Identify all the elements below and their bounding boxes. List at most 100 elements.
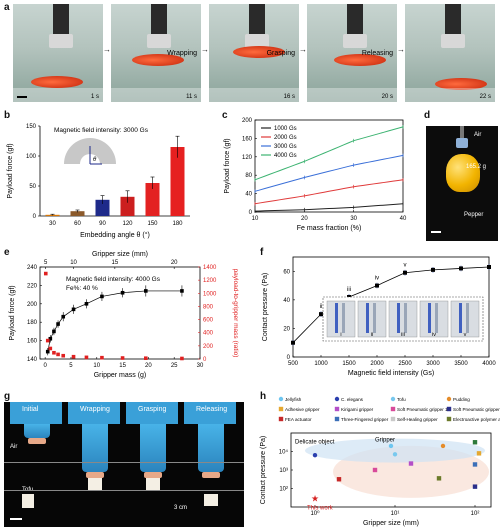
top-tick-label-e: 15 bbox=[111, 260, 118, 266]
x-tick-label-h: 10² bbox=[471, 511, 480, 517]
ratio-point-e bbox=[180, 356, 184, 361]
payload-point-e bbox=[48, 336, 53, 341]
gripper-tip bbox=[28, 438, 46, 444]
payload-point-e bbox=[71, 307, 76, 312]
legend-label-h: FEA actuator bbox=[285, 417, 312, 422]
x-tick-label-b: 60 bbox=[74, 221, 81, 227]
inset-photo-f bbox=[357, 300, 387, 338]
y-tick-label-c: 80 bbox=[245, 173, 252, 179]
air-label-g: Air bbox=[10, 444, 18, 450]
x-tick-label-e: 0 bbox=[43, 363, 47, 369]
x-tick-label-h: 10¹ bbox=[391, 511, 400, 517]
y2-tick-label-e: 1400 bbox=[203, 265, 217, 271]
x-tick-label-c: 30 bbox=[350, 216, 357, 222]
annotation-e2: Fe%: 40 % bbox=[66, 285, 98, 292]
y-tick-label-c: 160 bbox=[242, 136, 253, 142]
y-tick-label-c: 120 bbox=[242, 155, 253, 161]
gripper-head bbox=[245, 34, 269, 48]
frame-label-g: Grasping bbox=[138, 406, 167, 413]
y-tick-label-e: 220 bbox=[27, 283, 38, 289]
y-tick-label-f: 40 bbox=[283, 298, 290, 304]
payload-point-e bbox=[84, 302, 89, 306]
delicate-object-annotation-h: Delicate object bbox=[295, 440, 335, 446]
legend-marker-h bbox=[390, 396, 396, 402]
chart-c-fe-mass-fraction: 0 40 80 120 160 200 10 20 30 40 1000 Gs 2000 Gs 3000… bbox=[224, 118, 407, 232]
legend-label-c: 1000 Gs bbox=[274, 126, 297, 132]
tofu-block bbox=[204, 494, 218, 506]
bar-b bbox=[145, 183, 160, 216]
ratio-point-e bbox=[56, 352, 60, 357]
ratio-point-e bbox=[48, 346, 53, 351]
air-label-d: Air bbox=[474, 132, 482, 138]
gripper-holder bbox=[53, 4, 69, 34]
inset-photo-f bbox=[450, 300, 480, 338]
y-tick-label-e: 180 bbox=[27, 320, 38, 326]
x-axis-label-e: Gripper mass (g) bbox=[94, 372, 147, 379]
y-tick-label-h: 10³ bbox=[279, 468, 288, 474]
inset-marker-f bbox=[397, 303, 400, 333]
gripper-annotation-h: Gripper bbox=[375, 437, 395, 443]
dashed-line-g bbox=[4, 462, 244, 463]
legend-marker-h bbox=[334, 396, 340, 402]
fish-shape bbox=[132, 54, 184, 66]
data-point-h bbox=[372, 467, 378, 473]
data-point-h bbox=[472, 440, 478, 445]
payload-point-e bbox=[61, 314, 66, 319]
x-tick-label-b: 120 bbox=[122, 221, 133, 227]
x-tick-label-e: 15 bbox=[119, 363, 126, 369]
weight-label: 165.2 g bbox=[466, 164, 487, 170]
y2-tick-label-e: 1000 bbox=[203, 291, 217, 297]
ratio-point-e bbox=[43, 271, 48, 276]
pepper-shape bbox=[446, 154, 480, 192]
legend-label-h: Adhesive gripper bbox=[285, 407, 320, 412]
y-tick-label-h: 10⁴ bbox=[279, 449, 289, 456]
gripper-head bbox=[49, 34, 73, 48]
y-tick-label-c: 0 bbox=[249, 210, 253, 216]
gripper-tube-body bbox=[82, 424, 108, 472]
ratio-point-e bbox=[120, 356, 125, 360]
legend-marker-h bbox=[390, 406, 396, 412]
panel-label-b: b bbox=[4, 110, 11, 121]
payload-point-e bbox=[120, 290, 125, 295]
data-point-h bbox=[436, 476, 442, 481]
gripper-tube-body bbox=[24, 424, 50, 438]
x-axis-label-f: Magnetic field intensity (Gs) bbox=[348, 370, 434, 377]
payload-point-e bbox=[56, 322, 60, 326]
fish-shape bbox=[233, 46, 285, 58]
delicate-object-region-h bbox=[305, 438, 485, 463]
gripper-tube-top bbox=[68, 402, 120, 424]
legend-marker-h bbox=[446, 416, 452, 422]
arrow-icon: → bbox=[397, 45, 405, 54]
fish-shape bbox=[31, 76, 83, 88]
legend-marker-h bbox=[390, 416, 396, 422]
legend-label-h: Kirigami gripper bbox=[341, 407, 374, 412]
point-label-f: v bbox=[404, 263, 407, 269]
inset-marker-f bbox=[435, 303, 438, 333]
panel-label-d: d bbox=[424, 110, 431, 121]
frame-label: Wrapping bbox=[167, 50, 197, 57]
payload-point-e bbox=[180, 289, 184, 293]
inset-marker-f bbox=[404, 303, 407, 333]
x-tick-label-b: 180 bbox=[172, 221, 183, 227]
ratio-point-e bbox=[61, 353, 66, 358]
ratio-point-e bbox=[45, 338, 50, 343]
x-axis-label-h: Gripper size (mm) bbox=[363, 520, 419, 527]
legend-label-h: Soft Pneumatic gripper 2 bbox=[453, 407, 500, 412]
pepper-photo: Air 165.2 g Pepper bbox=[426, 126, 498, 241]
panel-label-h: h bbox=[260, 391, 267, 402]
gripper-holder bbox=[347, 4, 363, 34]
chart-e-gripper-mass: 1401601802002202400200400600800100012001… bbox=[9, 251, 239, 379]
legend-marker-h bbox=[446, 396, 452, 402]
water-surface bbox=[405, 88, 495, 102]
legend-label-h: Self-Healing gripper bbox=[397, 417, 438, 422]
inset-label-f: i bbox=[340, 332, 341, 338]
panel-label-a: a bbox=[4, 2, 10, 13]
legend-label-h: Three-Fingered gripper bbox=[341, 417, 389, 422]
y-axis-label-f: Contact pressure (Pa) bbox=[262, 273, 269, 341]
scale-bar-g bbox=[10, 518, 22, 520]
y-tick-label-b: 150 bbox=[26, 124, 37, 130]
x-tick-label-b: 90 bbox=[99, 221, 106, 227]
y-tick-label-f: 0 bbox=[287, 355, 291, 361]
inset-marker-f bbox=[466, 303, 469, 333]
